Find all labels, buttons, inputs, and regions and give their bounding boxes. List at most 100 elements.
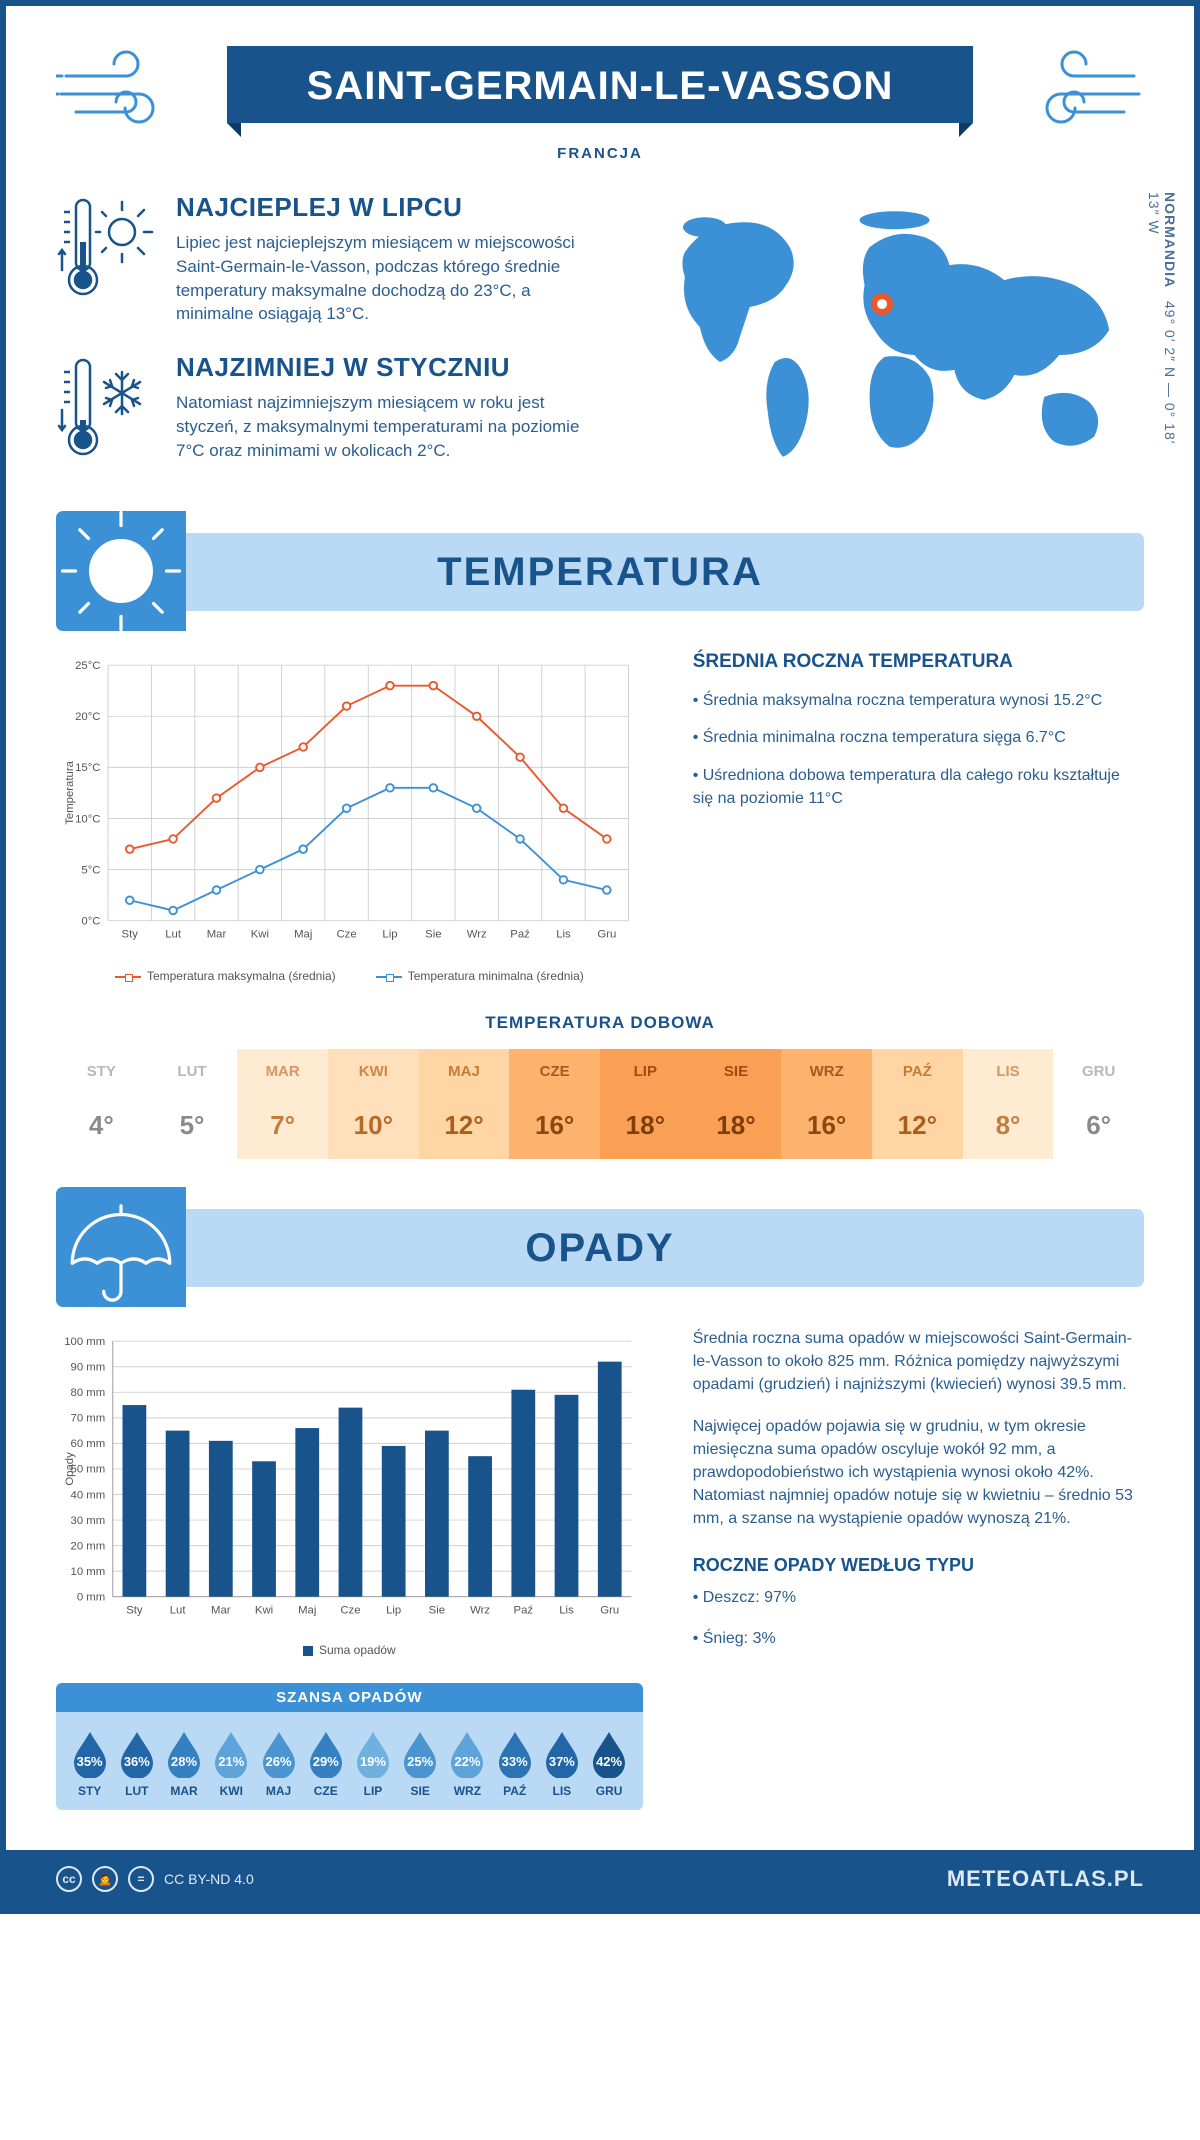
- svg-text:Kwi: Kwi: [251, 929, 269, 941]
- wind-icon: [1014, 46, 1144, 141]
- daily-val-cell: 8°: [963, 1094, 1054, 1159]
- daily-head-cell: LUT: [147, 1049, 238, 1094]
- daily-head-cell: PAŹ: [872, 1049, 963, 1094]
- region-label: NORMANDIA: [1162, 192, 1178, 288]
- map-panel: NORMANDIA 49° 0′ 2″ N — 0° 18′ 13″ W: [645, 192, 1144, 493]
- svg-text:15°C: 15°C: [75, 762, 100, 774]
- chance-pct: 25%: [399, 1754, 442, 1769]
- daily-val-cell: 7°: [237, 1094, 328, 1159]
- title-banner: SAINT-GERMAIN-LE-VASSON FRANCJA: [186, 46, 1014, 162]
- temperature-chart: 0°C5°C10°C15°C20°C25°CStyLutMarKwiMajCze…: [56, 651, 643, 983]
- svg-text:0 mm: 0 mm: [77, 1591, 105, 1603]
- chance-month: MAJ: [257, 1784, 300, 1798]
- chance-pct: 33%: [493, 1754, 536, 1769]
- chance-drop: 28% MAR: [162, 1728, 205, 1798]
- chance-drop: 33% PAŹ: [493, 1728, 536, 1798]
- daily-val-cell: 16°: [781, 1094, 872, 1159]
- daily-head-cell: SIE: [691, 1049, 782, 1094]
- svg-text:Opady: Opady: [64, 1452, 76, 1486]
- svg-text:Gru: Gru: [600, 1605, 619, 1617]
- daily-head-cell: KWI: [328, 1049, 419, 1094]
- svg-text:Cze: Cze: [340, 1605, 360, 1617]
- svg-text:Paź: Paź: [510, 929, 530, 941]
- svg-text:30 mm: 30 mm: [71, 1515, 106, 1527]
- section-header-temperature: TEMPERATURA: [56, 533, 1144, 611]
- site-name: METEOATLAS.PL: [947, 1866, 1144, 1892]
- svg-text:Maj: Maj: [298, 1605, 316, 1617]
- chance-month: KWI: [210, 1784, 253, 1798]
- svg-text:Cze: Cze: [336, 929, 356, 941]
- legend-min-label: Temperatura minimalna (średnia): [408, 969, 584, 983]
- chance-drop: 35% STY: [68, 1728, 111, 1798]
- precip-legend: Suma opadów: [56, 1643, 643, 1657]
- wind-icon: [56, 46, 186, 141]
- chance-pct: 28%: [162, 1754, 205, 1769]
- daily-val-cell: 5°: [147, 1094, 238, 1159]
- annual-temp-line1: • Średnia maksymalna roczna temperatura …: [693, 689, 1144, 712]
- chance-drop: 42% GRU: [587, 1728, 630, 1798]
- svg-text:Lis: Lis: [559, 1605, 574, 1617]
- cc-icon: cc: [56, 1866, 82, 1892]
- annual-temp-title: ŚREDNIA ROCZNA TEMPERATURA: [693, 651, 1144, 673]
- footer: cc 🙍 = CC BY-ND 4.0 METEOATLAS.PL: [6, 1850, 1194, 1908]
- chance-pct: 36%: [115, 1754, 158, 1769]
- coldest-title: NAJZIMNIEJ W STYCZNIU: [176, 352, 605, 383]
- daily-val-cell: 18°: [600, 1094, 691, 1159]
- daily-val-cell: 10°: [328, 1094, 419, 1159]
- thermometer-cold-icon: [56, 352, 156, 467]
- svg-text:0°C: 0°C: [81, 916, 100, 928]
- chance-drop: 25% SIE: [399, 1728, 442, 1798]
- sun-icon: [56, 511, 186, 631]
- daily-temp-table: STYLUTMARKWIMAJCZELIPSIEWRZPAŹLISGRU4°5°…: [56, 1049, 1144, 1159]
- license-text: CC BY-ND 4.0: [164, 1871, 254, 1887]
- chance-drop: 29% CZE: [304, 1728, 347, 1798]
- svg-text:Gru: Gru: [597, 929, 616, 941]
- hottest-title: NAJCIEPLEJ W LIPCU: [176, 192, 605, 223]
- climate-facts: NAJCIEPLEJ W LIPCU Lipiec jest najcieple…: [56, 192, 605, 493]
- daily-head-cell: LIP: [600, 1049, 691, 1094]
- chance-month: LIP: [351, 1784, 394, 1798]
- chance-month: GRU: [587, 1784, 630, 1798]
- svg-text:Sty: Sty: [122, 929, 139, 941]
- chance-month: WRZ: [446, 1784, 489, 1798]
- precip-info: Średnia roczna suma opadów w miejscowośc…: [693, 1327, 1144, 1810]
- chance-drop: 19% LIP: [351, 1728, 394, 1798]
- chance-drop: 26% MAJ: [257, 1728, 300, 1798]
- country-name: FRANCJA: [186, 145, 1014, 162]
- svg-text:100 mm: 100 mm: [64, 1336, 105, 1348]
- daily-val-cell: 12°: [872, 1094, 963, 1159]
- coldest-fact: NAJZIMNIEJ W STYCZNIU Natomiast najzimni…: [56, 352, 605, 467]
- svg-text:90 mm: 90 mm: [71, 1362, 106, 1374]
- svg-text:Wrz: Wrz: [467, 929, 487, 941]
- svg-text:5°C: 5°C: [81, 865, 100, 877]
- daily-temp-title: TEMPERATURA DOBOWA: [56, 1013, 1144, 1033]
- chance-pct: 37%: [540, 1754, 583, 1769]
- svg-text:Lis: Lis: [556, 929, 571, 941]
- svg-text:Paź: Paź: [514, 1605, 534, 1617]
- svg-text:Lip: Lip: [386, 1605, 401, 1617]
- license: cc 🙍 = CC BY-ND 4.0: [56, 1866, 254, 1892]
- svg-text:Sty: Sty: [126, 1605, 143, 1617]
- city-name: SAINT-GERMAIN-LE-VASSON: [307, 64, 894, 109]
- daily-val-cell: 18°: [691, 1094, 782, 1159]
- chance-pct: 21%: [210, 1754, 253, 1769]
- temperature-legend: Temperatura maksymalna (średnia) Tempera…: [56, 969, 643, 983]
- chance-month: LIS: [540, 1784, 583, 1798]
- precip-p1: Średnia roczna suma opadów w miejscowośc…: [693, 1327, 1144, 1397]
- daily-head-cell: CZE: [509, 1049, 600, 1094]
- svg-text:Lut: Lut: [170, 1605, 187, 1617]
- precip-p2: Najwięcej opadów pojawia się w grudniu, …: [693, 1415, 1144, 1531]
- daily-val-cell: 6°: [1053, 1094, 1144, 1159]
- coordinates: NORMANDIA 49° 0′ 2″ N — 0° 18′ 13″ W: [1146, 192, 1178, 472]
- legend-max-label: Temperatura maksymalna (średnia): [147, 969, 336, 983]
- svg-text:Mar: Mar: [207, 929, 227, 941]
- chance-month: CZE: [304, 1784, 347, 1798]
- svg-text:Maj: Maj: [294, 929, 312, 941]
- daily-head-cell: MAR: [237, 1049, 328, 1094]
- page: SAINT-GERMAIN-LE-VASSON FRANCJA: [0, 0, 1200, 1914]
- precip-row: 0 mm10 mm20 mm30 mm40 mm50 mm60 mm70 mm8…: [56, 1327, 1144, 1810]
- annual-temp-line2: • Średnia minimalna roczna temperatura s…: [693, 726, 1144, 749]
- chance-drop: 22% WRZ: [446, 1728, 489, 1798]
- chance-title: SZANSA OPADÓW: [56, 1683, 643, 1712]
- chance-pct: 22%: [446, 1754, 489, 1769]
